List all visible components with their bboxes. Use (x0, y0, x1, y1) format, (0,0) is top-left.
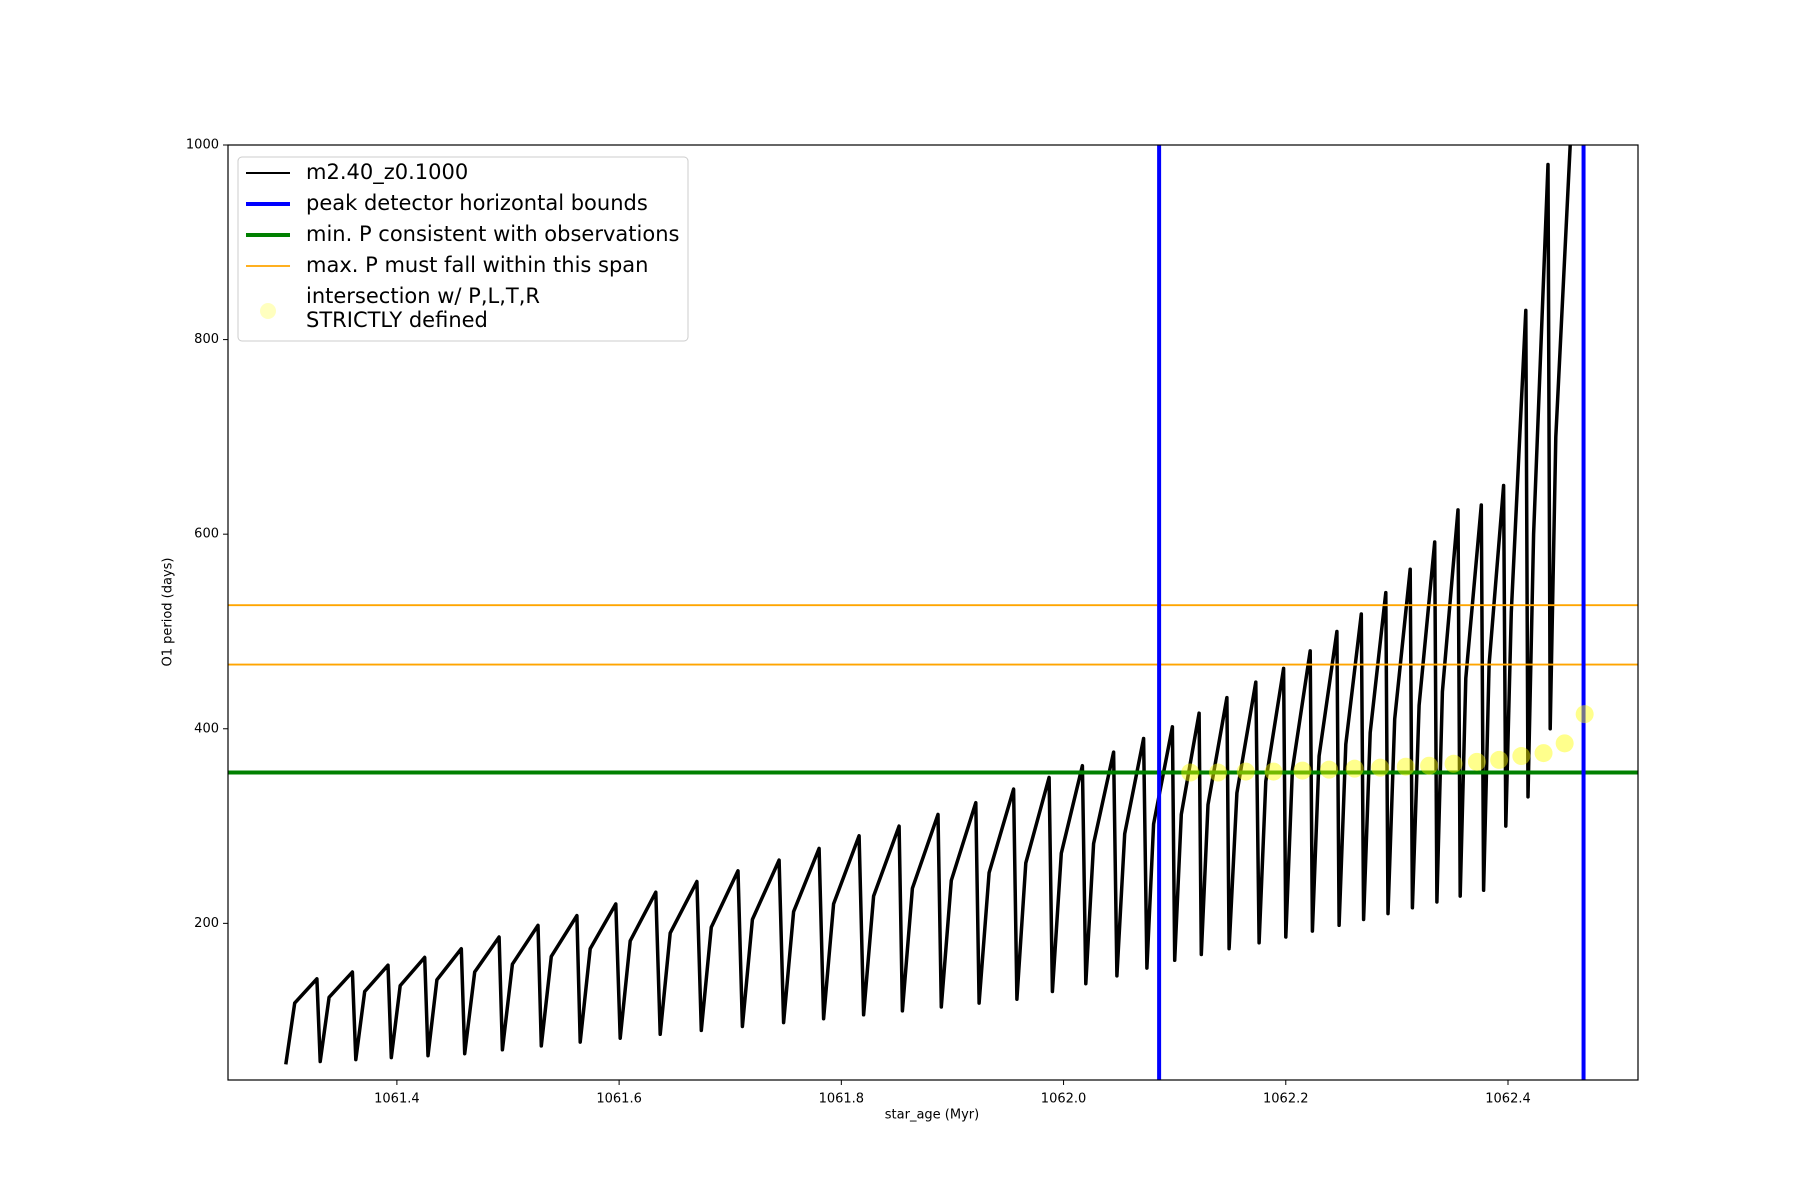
legend-point-swatch (260, 303, 276, 319)
intersection-point (1371, 758, 1390, 777)
x-tick-label: 1062.4 (1485, 1092, 1531, 1107)
legend-min-label: min. P consistent with observations (306, 222, 679, 246)
x-axis-label: star_age (Myr) (885, 1108, 979, 1123)
x-tick-label: 1061.4 (374, 1092, 420, 1107)
plot-area (228, 145, 1638, 1080)
legend-bounds-label: peak detector horizontal bounds (306, 191, 648, 215)
x-tick-label: 1061.8 (819, 1092, 865, 1107)
intersection-point (1420, 756, 1439, 775)
intersection-point (1534, 744, 1553, 763)
y-tick-label: 600 (194, 527, 219, 542)
intersection-point (1512, 747, 1531, 766)
y-tick-label: 800 (194, 332, 219, 347)
intersection-point (1293, 761, 1312, 780)
intersection-point (1236, 762, 1255, 781)
y-tick-label: 1000 (186, 138, 219, 153)
legend-point-label: STRICTLY defined (306, 308, 488, 332)
y-axis-label: O1 period (days) (161, 557, 176, 666)
intersection-point (1490, 750, 1509, 769)
x-tick-label: 1062.2 (1263, 1092, 1309, 1107)
intersection-point (1467, 752, 1486, 771)
x-tick-label: 1062.0 (1041, 1092, 1087, 1107)
intersection-point (1345, 759, 1364, 778)
y-tick-label: 200 (194, 916, 219, 931)
intersection-point (1396, 757, 1415, 776)
intersection-point (1320, 760, 1339, 779)
intersection-point (1575, 705, 1594, 724)
data-line (284, 145, 1572, 1065)
x-tick-label: 1061.6 (596, 1092, 642, 1107)
intersection-point (1264, 762, 1283, 781)
y-tick-label: 400 (194, 721, 219, 736)
legend-max-label: max. P must fall within this span (306, 253, 648, 277)
plot-frame (227, 144, 1639, 1081)
legend-line-label: m2.40_z0.1000 (306, 160, 468, 185)
legend-box (237, 156, 689, 342)
intersection-point (1209, 763, 1227, 782)
intersection-point (1444, 754, 1463, 773)
legend-point-label: intersection w/ P,L,T,R (306, 284, 540, 308)
intersection-point (1555, 734, 1574, 753)
intersection-point (1181, 763, 1200, 782)
